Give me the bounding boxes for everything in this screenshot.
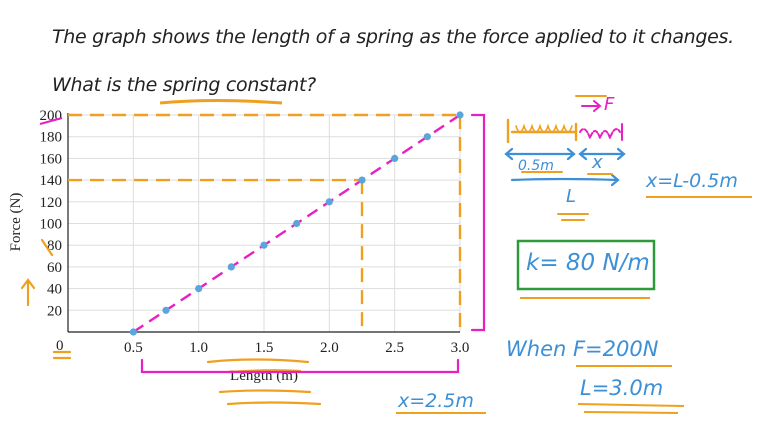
data-point: [293, 219, 301, 228]
when-line: When F=200N: [506, 337, 659, 361]
y-tick-label: 120: [40, 195, 63, 211]
diagram-extension-label: x: [592, 152, 603, 173]
length-value: L=3.0m: [580, 376, 664, 400]
subquestion-underline: [159, 99, 283, 105]
diagram-natural-length: 0.5m: [518, 158, 554, 174]
extension-value: x=2.5m: [398, 390, 474, 412]
y-axis-mark: [39, 117, 63, 125]
data-point: [260, 241, 268, 249]
y-tick-label: 80: [47, 238, 62, 254]
data-point: [325, 198, 333, 206]
extension-formula: x=L-0.5m: [646, 170, 738, 192]
data-point: [162, 306, 170, 314]
y-tick-label: 140: [40, 173, 63, 189]
data-point: [227, 263, 235, 271]
data-points: [129, 111, 464, 336]
y-axis-label: Force (N): [8, 193, 24, 252]
data-point: [195, 285, 203, 293]
result-box: [516, 239, 656, 291]
data-point: [391, 154, 399, 162]
guide-lines: [68, 113, 462, 332]
data-point: [358, 176, 366, 184]
diagram-force-label: F: [604, 94, 615, 115]
x-tick-labels: 0.5 1.0 1.5 2.0 2.5 3.0: [124, 340, 469, 356]
grid: [68, 114, 461, 332]
y-tick-label: 20: [47, 303, 62, 319]
y-tick-label: 180: [40, 130, 63, 146]
spring-diagram: [504, 95, 626, 221]
x-tick-label: 3.0: [451, 340, 470, 356]
data-point: [456, 111, 464, 119]
origin-label: 0: [56, 338, 64, 354]
x-tick-label: 1.5: [255, 340, 274, 356]
subquestion-text: What is the spring constant?: [52, 74, 316, 96]
question-text: The graph shows the length of a spring a…: [52, 26, 734, 48]
y-tick-label: 60: [47, 260, 62, 276]
x-tick-label: 0.5: [124, 340, 143, 356]
data-point: [423, 133, 431, 141]
x-tick-label: 2.5: [385, 340, 404, 356]
y-tick-label: 160: [40, 151, 63, 167]
y-tick-label: 100: [40, 217, 63, 233]
data-point: [129, 328, 137, 336]
y-tick-label: 40: [47, 282, 62, 298]
diagram-total-length-label: L: [566, 186, 577, 207]
extension-bracket: [140, 113, 486, 374]
x-tick-label: 2.0: [320, 340, 339, 356]
result-value: k= 80 N/m: [526, 250, 650, 276]
length-underline: [577, 403, 685, 414]
x-tick-label: 1.0: [189, 340, 208, 356]
